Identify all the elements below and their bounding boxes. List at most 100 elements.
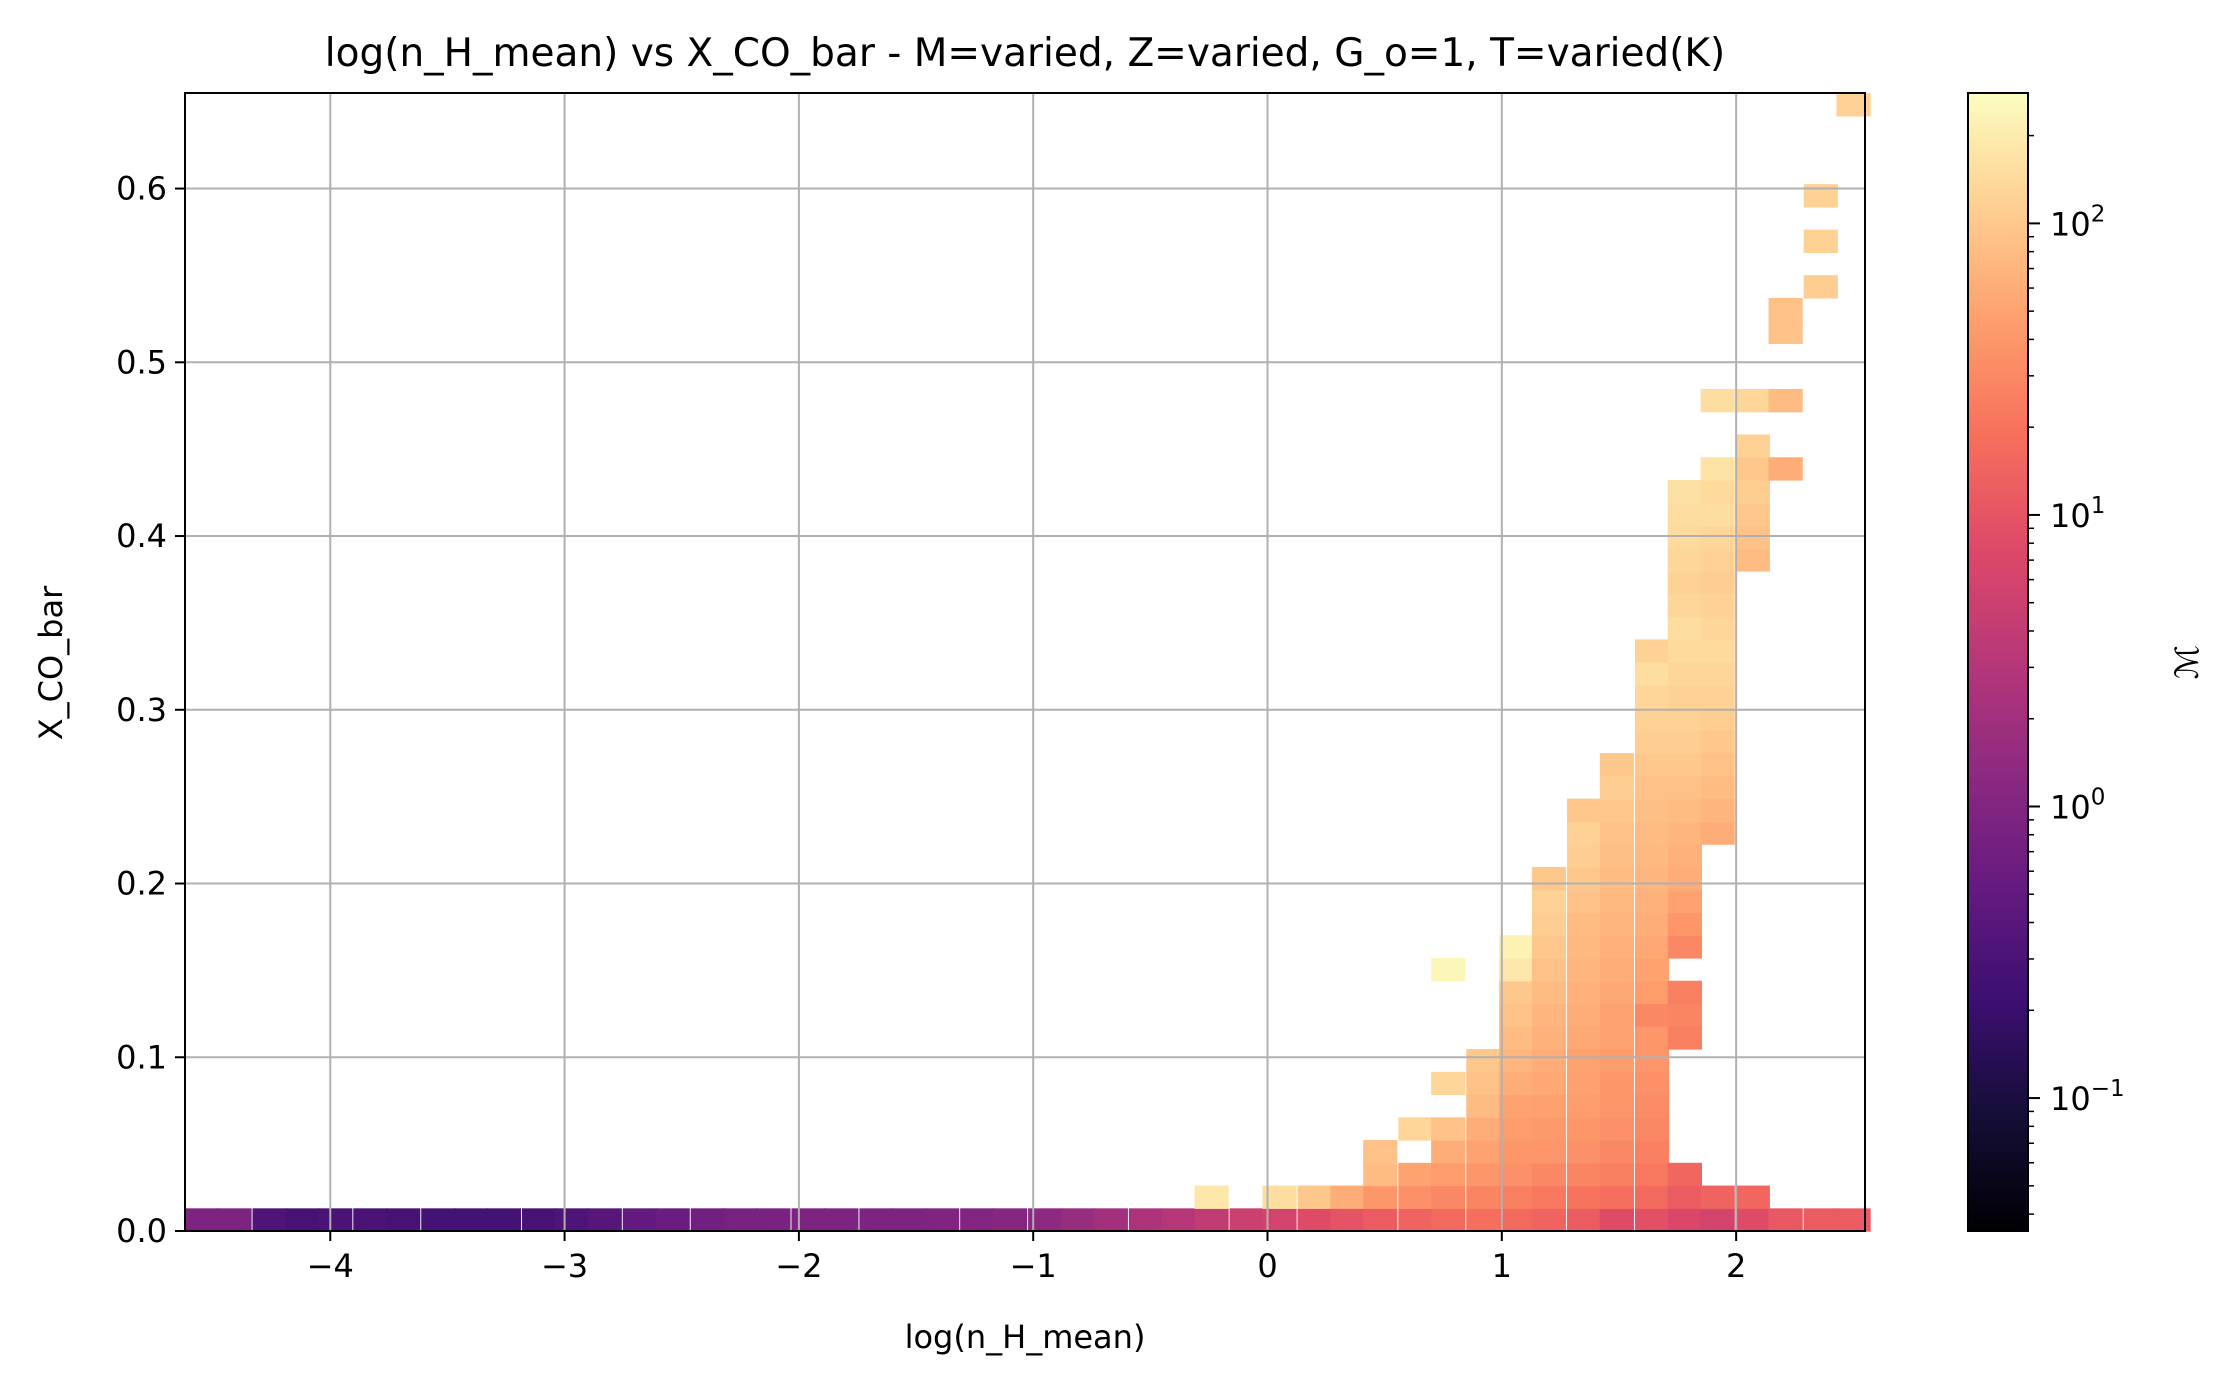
heatmap-cell [1499,1026,1534,1050]
heatmap-cell [1803,1208,1838,1232]
heatmap-cell [1700,502,1735,527]
heatmap-cell [1634,1208,1670,1232]
heatmap-cells [184,93,1871,1232]
heatmap-cell [1700,662,1735,686]
heatmap-cell [1028,1208,1063,1232]
heatmap-cell [824,1208,859,1232]
heatmap-cell [1634,730,1670,754]
heatmap-cell [1768,297,1803,322]
heatmap-cell [1700,616,1735,640]
y-tick-label: 0.0 [116,1212,167,1250]
heatmap-cell [1667,753,1702,777]
heatmap-cell [1700,525,1735,549]
heatmap-cell [1599,957,1635,982]
heatmap-cell [1599,1162,1635,1187]
heatmap-cell [1499,1185,1534,1209]
colorbar-tick-label: 101 [2050,493,2105,535]
heatmap-cell [1567,980,1602,1005]
heatmap-cell [554,1208,590,1232]
heatmap-cell [1634,912,1670,936]
heatmap-cell [1330,1185,1365,1209]
heatmap-cell [1466,1117,1501,1141]
heatmap-cell [1499,1049,1534,1073]
heatmap-cell [1567,866,1602,891]
heatmap-cell [1599,1208,1635,1232]
heatmap-cell [1667,866,1702,891]
heatmap-cell [1667,639,1702,663]
colorbar: 10−1 100 101 102 ℳ [1967,92,2206,1232]
heatmap-cell [1836,93,1871,117]
heatmap-cell [1363,1162,1398,1187]
x-tick-label: −4 [307,1247,354,1285]
heatmap-cell [1194,1185,1229,1209]
x-axis-ticks: −4 −3 −2 −1 0 1 2 [307,1231,1746,1285]
y-axis-label: X_CO_bar [32,585,70,740]
heatmap-cell [1667,502,1702,527]
heatmap-cell [1567,912,1602,936]
heatmap-cell [1599,798,1635,823]
x-tick-label: 1 [1492,1247,1512,1285]
x-axis-label: log(n_H_mean) [905,1318,1146,1356]
heatmap-cell [1060,1208,1096,1232]
heatmap-cell [1768,457,1803,481]
heatmap-cell [1768,320,1803,345]
heatmap-cell [1499,1140,1534,1164]
heatmap-cell [1667,912,1702,936]
heatmap-cell [1700,730,1735,754]
heatmap-cell [1599,844,1635,868]
heatmap-cell [1599,980,1635,1005]
heatmap-cell [1531,1094,1567,1118]
heatmap-cell [1499,1003,1534,1027]
heatmap-cell [1567,1071,1602,1096]
heatmap-cell [1700,571,1735,595]
heatmap-cell [1531,1071,1567,1096]
heatmap-cell [1431,1162,1466,1187]
heatmap-cell [1667,798,1702,823]
heatmap-cell [1803,229,1838,254]
heatmap-cell [1499,1117,1534,1141]
heatmap-cell [1836,1208,1871,1232]
heatmap-cell [1466,1094,1501,1118]
x-tick-label: −3 [541,1247,588,1285]
heatmap-cell [1700,639,1735,663]
heatmap-cell [1667,730,1702,754]
y-tick-label: 0.5 [116,343,167,381]
heatmap-cell [1634,1117,1670,1141]
heatmap-cell [1667,775,1702,800]
heatmap-cell [1599,821,1635,845]
heatmap-cell [1262,1185,1297,1209]
heatmap-cell [1567,957,1602,982]
heatmap-cell [1768,388,1803,413]
heatmap-cell [1398,1162,1433,1187]
heatmap-cell [1700,753,1735,777]
heatmap-cell [1262,1208,1297,1232]
heatmap-cell [1398,1208,1433,1232]
heatmap-cell [1667,707,1702,731]
heatmap-cell [1634,821,1670,845]
heatmap-cell [1531,1208,1567,1232]
heatmap-cell [1700,775,1735,800]
heatmap-cell [421,1208,456,1232]
heatmap-cell [1599,935,1635,959]
heatmap-cell [1531,1049,1567,1073]
heatmap-cell [892,1208,927,1232]
heatmap-cell [1599,866,1635,891]
heatmap-cell [1634,662,1670,686]
heatmap-cell [454,1208,489,1232]
heatmap-cell [1634,1026,1670,1050]
heatmap-cell [1297,1185,1332,1209]
heatmap-cell [1700,821,1735,845]
heatmap-cell [1567,935,1602,959]
heatmap-cell [1499,1071,1534,1096]
heatmap-cell [1599,1071,1635,1096]
heatmap-cell [1667,1162,1702,1187]
heatmap-cell [1803,184,1838,208]
heatmap-cell [1667,571,1702,595]
heatmap-cell [1567,1185,1602,1209]
y-axis-ticks: 0.0 0.1 0.2 0.3 0.4 0.5 0.6 [116,170,185,1250]
y-tick-label: 0.4 [116,517,167,555]
heatmap-cell [1194,1208,1229,1232]
heatmap-cell [1431,1208,1466,1232]
heatmap-cell [1599,753,1635,777]
y-tick-label: 0.2 [116,865,167,903]
